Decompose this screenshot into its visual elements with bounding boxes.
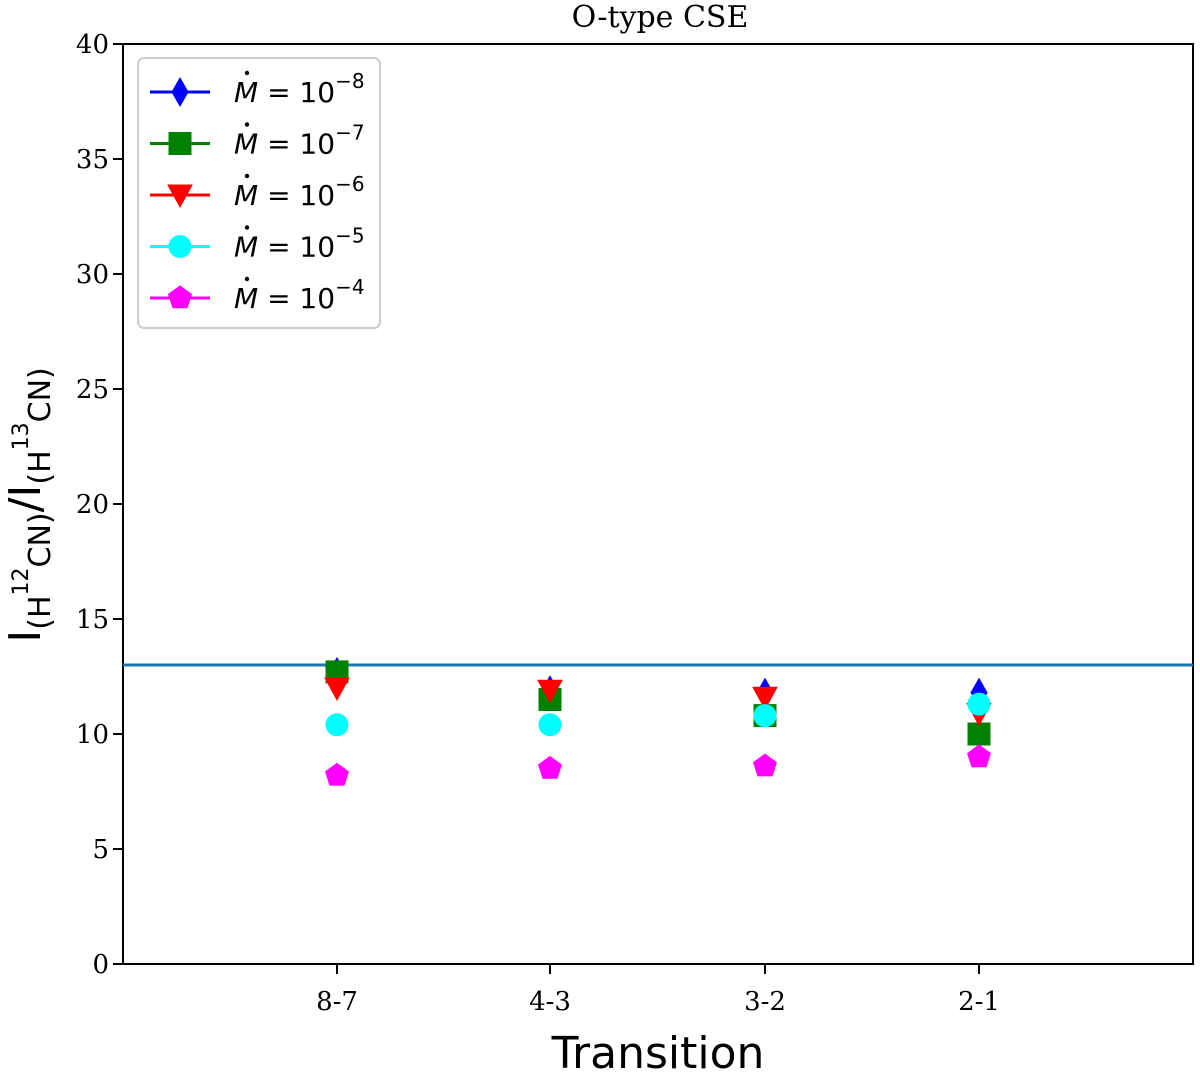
y-label-den-post: CN): [23, 367, 58, 422]
data-point-series-4: [538, 755, 562, 779]
legend: M = 10−8M = 10−7M = 10−6M = 10−5M = 10−4: [137, 57, 381, 329]
legend-mdot-dot: [244, 276, 250, 282]
y-label-den-sup: 13: [9, 422, 34, 450]
x-tick-label: 4-3: [529, 987, 571, 1017]
data-point-series-2: [752, 686, 778, 711]
legend-entry: M = 10−4: [150, 275, 365, 315]
data-point-series-3: [753, 704, 777, 728]
legend-label: M = 10−8: [234, 69, 365, 109]
y-tick-label: 5: [92, 835, 109, 865]
legend-mdot-dot: [244, 225, 250, 230]
legend-eq: = 10: [258, 282, 335, 315]
legend-mdot-dot: [244, 70, 250, 76]
y-tick-label: 25: [76, 375, 109, 405]
legend-marker: [171, 76, 189, 108]
x-axis-label: Transition: [551, 1028, 765, 1076]
data-point-series-2: [537, 679, 563, 704]
y-tick-label: 0: [92, 950, 109, 980]
x-tick-label: 8-7: [316, 987, 358, 1017]
data-point-series-4: [753, 753, 777, 777]
legend-label: M = 10−7: [234, 121, 365, 161]
y-label-sep: /I: [0, 485, 51, 513]
legend-eq: = 10: [258, 231, 335, 264]
legend-eq: = 10: [258, 76, 335, 109]
data-point-series-4: [325, 762, 349, 786]
y-axis-label: I(H12CN)/I(H13CN): [0, 367, 58, 643]
y-tick-label: 30: [76, 260, 109, 290]
legend-mdot-dot: [244, 122, 250, 127]
legend-eq: = 10: [258, 128, 335, 161]
legend-label: M = 10−4: [234, 275, 365, 315]
x-tick-label: 2-1: [958, 987, 1000, 1017]
y-label-num-sup: 12: [9, 568, 34, 596]
data-point-series-3: [967, 692, 991, 716]
y-label-main: I: [0, 630, 51, 643]
y-label-num-pre: (H: [23, 596, 58, 630]
legend-mdot-dot: [244, 173, 250, 179]
x-axis: 8-7 4-3 3-2 2-1: [316, 964, 1000, 1017]
data-markers: [324, 656, 992, 786]
legend-eq: = 10: [258, 179, 335, 212]
data-point-series-2: [324, 677, 350, 702]
y-tick-label: 15: [76, 605, 109, 635]
legend-entry: M = 10−6: [150, 172, 365, 212]
legend-exponent: −5: [335, 224, 364, 248]
data-point-series-4: [967, 744, 991, 768]
y-label-num-post: CN): [23, 512, 58, 567]
y-tick-label: 35: [76, 145, 109, 175]
legend-entry: M = 10−5: [150, 224, 365, 264]
legend-mdot: M: [234, 128, 258, 161]
legend-mdot: M: [234, 76, 258, 109]
legend-exponent: −7: [335, 121, 364, 145]
data-point-series-3: [538, 713, 562, 737]
y-tick-label: 40: [76, 30, 109, 60]
legend-exponent: −8: [335, 69, 364, 93]
y-tick-label: 20: [76, 490, 109, 520]
y-tick-label: 10: [76, 720, 109, 750]
y-axis: 0 5 10 15 20 25 30 35 40: [76, 30, 123, 980]
chart-title: O-type CSE: [572, 0, 749, 35]
legend-exponent: −6: [335, 172, 364, 196]
legend-label: M = 10−5: [234, 224, 365, 264]
legend-marker: [168, 235, 192, 258]
legend-marker: [168, 285, 192, 309]
legend-mdot: M: [234, 282, 258, 315]
legend-marker: [167, 184, 193, 209]
legend-label: M = 10−6: [234, 172, 365, 212]
data-point-series-3: [325, 713, 349, 737]
legend-mdot: M: [234, 179, 258, 212]
x-tick-label: 3-2: [744, 987, 786, 1017]
y-label-den-pre: (H: [23, 450, 58, 484]
legend-mdot: M: [234, 231, 258, 264]
legend-frame: [137, 57, 381, 329]
legend-entry: M = 10−7: [150, 121, 365, 161]
legend-marker: [168, 132, 192, 155]
legend-entry: M = 10−8: [150, 69, 365, 109]
legend-exponent: −4: [335, 275, 364, 299]
